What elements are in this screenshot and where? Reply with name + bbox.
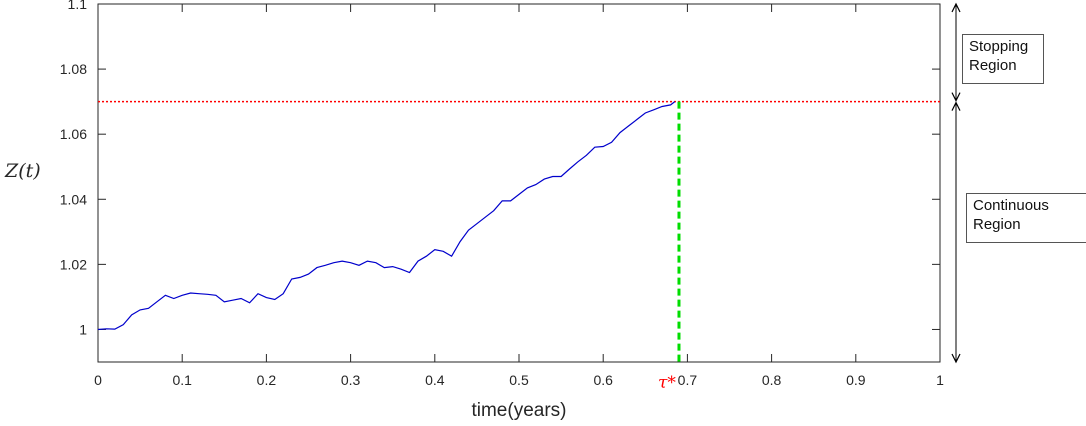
continuous-region-label: Continuous Region [966, 193, 1086, 243]
x-tick-label: 0.7 [678, 372, 698, 388]
y-tick-labels: 1 1.02 1.04 1.06 1.08 1.1 [60, 0, 87, 337]
stopping-region-arrow-head-bottom [951, 92, 961, 102]
y-tick-label: 1.04 [60, 191, 87, 207]
region-arrows [951, 2, 961, 364]
y-tick-label: 1.06 [60, 126, 87, 142]
x-tick-label: 0 [94, 372, 102, 388]
y-axis-title: Z(t) [4, 160, 41, 182]
continuous-region-arrow-head-top [951, 101, 961, 111]
stopping-time-label: τ* [658, 373, 676, 393]
x-tick-label: 0.9 [846, 372, 866, 388]
x-axis-title: time(years) [471, 400, 566, 421]
x-tick-label: 0.5 [509, 372, 529, 388]
continuous-region-arrow-head-bottom [951, 353, 961, 364]
x-tick-labels: 0 0.1 0.2 0.3 0.4 0.5 0.6 0.7 0.8 0.9 1 [94, 372, 944, 388]
y-tick-label: 1 [79, 321, 87, 337]
x-tick-label: 0.3 [341, 372, 361, 388]
y-tick-label: 1.02 [60, 256, 87, 272]
y-tick-label: 1.08 [60, 61, 87, 77]
series-line [97, 101, 676, 331]
stopping-region-arrow-head-top [951, 2, 961, 13]
x-tick-label: 0.8 [762, 372, 782, 388]
y-tick-label: 1.1 [68, 0, 88, 12]
x-tick-label: 0.4 [425, 372, 445, 388]
plot-area [97, 3, 941, 363]
x-tick-label: 1 [936, 372, 944, 388]
x-tick-label: 0.6 [593, 372, 613, 388]
stopping-region-label: Stopping Region [962, 34, 1044, 84]
x-tick-label: 0.1 [172, 372, 192, 388]
x-tick-label: 0.2 [257, 372, 277, 388]
